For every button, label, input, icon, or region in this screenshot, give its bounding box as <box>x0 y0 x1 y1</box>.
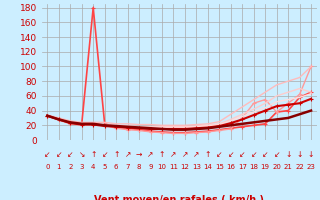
Text: ↙: ↙ <box>251 150 257 159</box>
Text: ↗: ↗ <box>193 150 200 159</box>
Text: ↗: ↗ <box>182 150 188 159</box>
Text: ↙: ↙ <box>216 150 222 159</box>
Text: ↗: ↗ <box>147 150 154 159</box>
Text: ↙: ↙ <box>67 150 74 159</box>
Text: →: → <box>136 150 142 159</box>
X-axis label: Vent moyen/en rafales ( km/h ): Vent moyen/en rafales ( km/h ) <box>94 195 264 200</box>
Text: ↓: ↓ <box>285 150 291 159</box>
Text: ↑: ↑ <box>159 150 165 159</box>
Text: ↙: ↙ <box>101 150 108 159</box>
Text: ↑: ↑ <box>113 150 119 159</box>
Text: ↘: ↘ <box>78 150 85 159</box>
Text: ↙: ↙ <box>44 150 51 159</box>
Text: ↙: ↙ <box>239 150 245 159</box>
Text: ↓: ↓ <box>296 150 303 159</box>
Text: ↑: ↑ <box>205 150 211 159</box>
Text: ↗: ↗ <box>170 150 177 159</box>
Text: ↓: ↓ <box>308 150 314 159</box>
Text: ↙: ↙ <box>274 150 280 159</box>
Text: ↑: ↑ <box>90 150 96 159</box>
Text: ↙: ↙ <box>228 150 234 159</box>
Text: ↙: ↙ <box>262 150 268 159</box>
Text: ↙: ↙ <box>56 150 62 159</box>
Text: ↗: ↗ <box>124 150 131 159</box>
